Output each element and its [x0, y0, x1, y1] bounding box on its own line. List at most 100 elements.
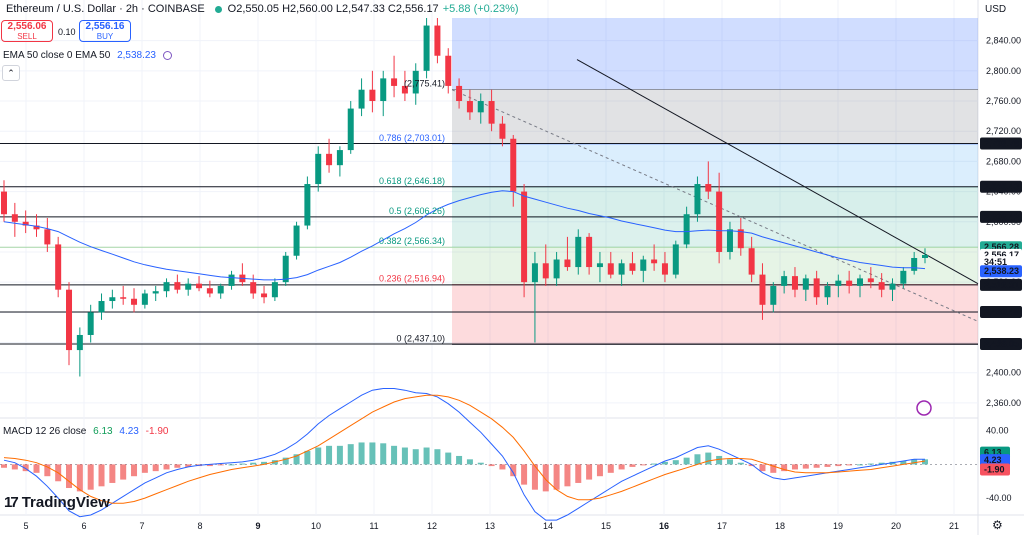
- fib-label: 0 (2,437.10): [396, 334, 445, 344]
- price-tick-label: 2,400.00: [986, 368, 1021, 378]
- macd-histogram-bar: [44, 464, 51, 477]
- candle-body: [336, 150, 343, 166]
- candle-body: [196, 283, 203, 289]
- macd-value-3: -1.90: [145, 426, 169, 437]
- price-axis-tag-text: 2,646.43: [984, 182, 1019, 192]
- ema50-line: [3, 190, 926, 281]
- candle-body: [423, 25, 430, 71]
- macd-histogram-bar: [802, 464, 809, 469]
- candle-body: [813, 278, 820, 298]
- tradingview-logo[interactable]: 17 TradingView: [4, 494, 110, 511]
- macd-histogram-bar: [705, 452, 712, 465]
- price-axis-tag-text: 34:51: [984, 257, 1007, 267]
- macd-histogram-bar: [120, 464, 127, 480]
- price-axis-tag-text: 2,438.05: [984, 339, 1019, 349]
- macd-histogram-bar: [109, 464, 116, 483]
- macd-histogram-bar: [781, 464, 788, 472]
- macd-label: MACD 12 26 close: [3, 426, 87, 437]
- macd-histogram-bar: [911, 459, 918, 465]
- fib-zone: [452, 89, 978, 145]
- currency-label[interactable]: USD: [985, 4, 1007, 15]
- fib-zone: [452, 247, 978, 285]
- fib-zone: [452, 186, 978, 218]
- sell-price: 2,556.06: [7, 21, 47, 32]
- candle-body: [369, 89, 376, 102]
- candle-body: [488, 101, 495, 124]
- signal-line: [3, 394, 926, 504]
- candle-body: [33, 225, 40, 230]
- candle-body: [683, 214, 690, 245]
- macd-histogram-bar: [239, 463, 246, 465]
- collapse-indicators-button[interactable]: ⌃: [2, 65, 20, 81]
- fib-label: 0.786 (2,703.01): [379, 133, 445, 143]
- candle-body: [694, 184, 701, 215]
- macd-histogram-bar: [412, 449, 419, 465]
- macd-histogram-bar: [726, 459, 733, 465]
- macd-histogram-bar: [141, 464, 148, 473]
- candle-body: [304, 184, 311, 226]
- descending-trendline[interactable]: [576, 59, 979, 285]
- symbol-title[interactable]: Ethereum / U.S. Dollar · 2h · COINBASE: [6, 3, 205, 15]
- candle-body: [380, 78, 387, 102]
- sell-button[interactable]: 2,556.06 SELL: [1, 20, 53, 42]
- candle-body: [531, 263, 538, 283]
- macd-histogram-bar: [499, 464, 506, 470]
- macd-histogram-bar: [466, 459, 473, 465]
- macd-histogram-bar: [22, 464, 29, 472]
- macd-histogram-bar: [586, 464, 593, 480]
- macd-histogram-bar: [770, 464, 777, 473]
- time-tick-label: 9: [255, 521, 260, 531]
- candle-body: [889, 283, 896, 290]
- buy-button[interactable]: 2,556.16 BUY: [79, 20, 131, 42]
- fib-label: 0.5 (2,606.26): [389, 206, 445, 216]
- candle-body: [521, 191, 528, 283]
- candle-body: [835, 280, 842, 286]
- candle-body: [575, 236, 582, 268]
- price-axis-tag-text: 2,538.23: [984, 266, 1019, 276]
- candle-body: [900, 270, 907, 284]
- macd-axis-tag-text: -1.90: [984, 464, 1005, 474]
- time-tick-label: 5: [23, 521, 28, 531]
- price-axis-tag: [980, 338, 1022, 350]
- price-tick-label: 2,720.00: [986, 126, 1021, 136]
- macd-histogram-bar: [607, 464, 614, 473]
- macd-histogram-bar: [900, 461, 907, 465]
- candle-body: [326, 153, 333, 166]
- candle-body: [217, 285, 224, 294]
- alert-flash-icon[interactable]: [916, 400, 932, 416]
- price-axis-tag-text: 2,516.31: [984, 280, 1019, 290]
- candle-body: [163, 282, 170, 292]
- candle-body: [705, 184, 712, 192]
- ema-legend[interactable]: EMA 50 close 0 EMA 50 2,538.23: [3, 50, 172, 61]
- macd-histogram-bar: [163, 464, 170, 470]
- macd-histogram-bar: [293, 454, 300, 465]
- candle-body: [867, 278, 874, 283]
- fib-zone: [452, 144, 978, 187]
- price-axis-tag-text: 2,480.48: [984, 307, 1019, 317]
- chart-header: Ethereum / U.S. Dollar · 2h · COINBASE O…: [0, 0, 519, 18]
- indicator-settings-icon[interactable]: [162, 51, 172, 60]
- candle-body: [618, 263, 625, 275]
- macd-histogram-bar: [282, 457, 289, 465]
- candle-body: [586, 236, 593, 268]
- candle-body: [293, 225, 300, 256]
- macd-histogram-bar: [542, 464, 549, 492]
- macd-histogram-bar: [315, 447, 322, 465]
- candle-body: [781, 276, 788, 286]
- candle-body: [466, 101, 473, 113]
- macd-histogram-bar: [824, 464, 831, 467]
- sell-label: SELL: [17, 32, 37, 41]
- macd-legend[interactable]: MACD 12 26 close 6.13 4.23 -1.90: [3, 426, 168, 437]
- candle-body: [759, 274, 766, 305]
- fib-label: (2,775.41): [404, 78, 445, 88]
- candle-body: [640, 259, 647, 271]
- candle-body: [596, 263, 603, 268]
- candle-body: [791, 276, 798, 290]
- candle-body: [553, 259, 560, 279]
- price-axis-tag-text: 2,703.78: [984, 138, 1019, 148]
- macd-histogram-bar: [488, 464, 495, 467]
- settings-gear-icon[interactable]: ⚙: [992, 518, 1003, 532]
- candle-body: [445, 55, 452, 86]
- candle-body: [228, 274, 235, 286]
